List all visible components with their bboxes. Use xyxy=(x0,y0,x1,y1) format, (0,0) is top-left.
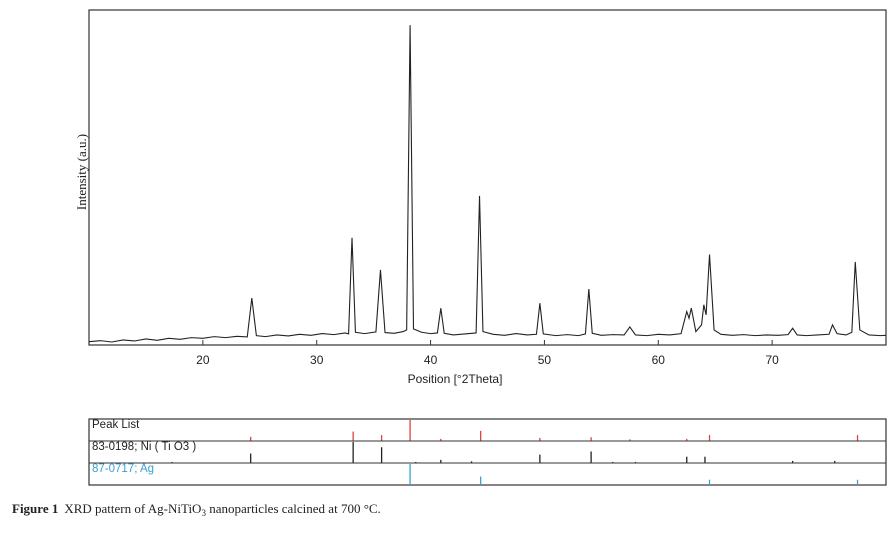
row-label: 83-0198; Ni ( Ti O3 ) xyxy=(92,441,196,453)
x-tick-label: 20 xyxy=(196,353,210,367)
caption-subscript: 3 xyxy=(201,508,206,518)
row-label: Peak List xyxy=(92,419,140,431)
x-tick-label: 40 xyxy=(424,353,438,367)
x-tick-label: 50 xyxy=(538,353,552,367)
y-axis-label: Intensity (a.u.) xyxy=(74,134,89,210)
xrd-line xyxy=(88,25,887,343)
row-label: 87-0717; Ag xyxy=(92,463,154,475)
x-tick-label: 60 xyxy=(652,353,666,367)
caption: Figure 1 XRD pattern of Ag-NiTiO3 nanopar… xyxy=(12,501,381,518)
caption-label: Figure 1 xyxy=(12,501,58,516)
x-axis-label: Position [°2Theta] xyxy=(408,372,503,386)
x-tick-label: 70 xyxy=(765,353,779,367)
pattern-frame xyxy=(88,418,887,486)
x-tick-label: 30 xyxy=(310,353,324,367)
plot-frame xyxy=(88,9,887,346)
caption-text-end: nanoparticles calcined at 700 °C. xyxy=(206,501,381,516)
caption-text: XRD pattern of Ag-NiTiO xyxy=(64,501,201,516)
